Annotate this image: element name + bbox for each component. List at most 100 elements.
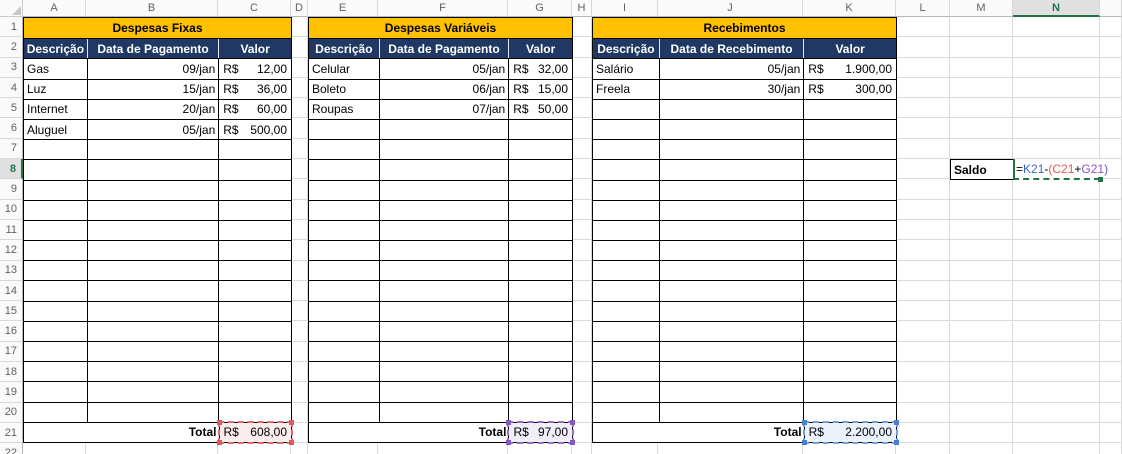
- column-header-H[interactable]: H: [572, 0, 592, 17]
- table-cell-valor[interactable]: [508, 301, 572, 321]
- table-cell-descricao[interactable]: [24, 181, 87, 200]
- cell-M6[interactable]: [950, 118, 1013, 139]
- table-cell-data[interactable]: [86, 220, 218, 241]
- cell-H18[interactable]: [572, 362, 592, 383]
- cell-B22[interactable]: [86, 443, 218, 454]
- table-cell-valor[interactable]: [508, 402, 572, 422]
- table-cell-descricao[interactable]: [309, 281, 379, 300]
- cell-D1[interactable]: [291, 17, 308, 38]
- column-header-valor[interactable]: Valor: [218, 39, 291, 59]
- cell-M20[interactable]: [950, 402, 1013, 423]
- table-cell-valor[interactable]: [803, 402, 896, 422]
- row-header-4[interactable]: 4: [0, 77, 23, 99]
- cell-J22[interactable]: [658, 443, 803, 454]
- cell-L22[interactable]: [896, 443, 950, 454]
- cell-N5[interactable]: [1013, 98, 1100, 119]
- table-cell-data[interactable]: [378, 200, 508, 220]
- cell-L8[interactable]: [896, 159, 950, 180]
- table-cell-data[interactable]: [658, 140, 804, 160]
- row-header-17[interactable]: 17: [0, 341, 23, 363]
- table-cell-data[interactable]: [658, 200, 804, 220]
- cell-M4[interactable]: [950, 77, 1013, 99]
- cell-right-4[interactable]: [1100, 77, 1122, 99]
- cell-M19[interactable]: [950, 382, 1013, 403]
- cell-A22[interactable]: [23, 443, 86, 454]
- table-cell-valor[interactable]: R$ 60,00: [218, 99, 291, 119]
- table-cell-descricao[interactable]: [593, 221, 659, 240]
- cell-right-21[interactable]: [1100, 423, 1122, 444]
- table-cell-valor[interactable]: R$ 15,00: [508, 79, 572, 99]
- column-header-K[interactable]: K: [803, 0, 896, 17]
- table-cell-descricao[interactable]: [593, 140, 659, 159]
- table-cell-valor[interactable]: [218, 382, 291, 402]
- table-cell-data[interactable]: [86, 321, 218, 341]
- table-cell-data[interactable]: [378, 362, 508, 382]
- cell-D15[interactable]: [291, 301, 308, 322]
- cell-D3[interactable]: [291, 57, 308, 78]
- table-cell-valor[interactable]: [803, 180, 896, 200]
- cell-D21[interactable]: [291, 423, 308, 444]
- row-header-12[interactable]: 12: [0, 240, 23, 261]
- column-header-I[interactable]: I: [592, 0, 658, 17]
- table-cell-descricao[interactable]: [593, 261, 659, 280]
- cell-M12[interactable]: [950, 240, 1013, 261]
- cell-right-20[interactable]: [1100, 402, 1122, 423]
- cell-D4[interactable]: [291, 77, 308, 99]
- table-cell-valor[interactable]: R$ 12,00: [218, 59, 291, 79]
- table-cell-valor[interactable]: [218, 402, 291, 422]
- column-header-descricao[interactable]: Descrição: [593, 39, 659, 59]
- table-cell-valor[interactable]: [803, 119, 896, 140]
- cell-D9[interactable]: [291, 179, 308, 200]
- row-header-8[interactable]: 8: [0, 159, 23, 180]
- table-cell-descricao[interactable]: [309, 261, 379, 280]
- cell-H4[interactable]: [572, 77, 592, 99]
- table-cell-valor[interactable]: [803, 362, 896, 382]
- table-cell-data[interactable]: [86, 382, 218, 402]
- table-cell-descricao[interactable]: [24, 241, 87, 260]
- table-cell-descricao[interactable]: [309, 181, 379, 200]
- table-cell-data[interactable]: [86, 140, 218, 160]
- cell-M7[interactable]: [950, 138, 1013, 160]
- table-cell-descricao[interactable]: [593, 160, 659, 179]
- table-cell-descricao[interactable]: [309, 140, 379, 159]
- table-cell-descricao[interactable]: [309, 342, 379, 361]
- cell-H10[interactable]: [572, 199, 592, 220]
- table-cell-data[interactable]: [86, 281, 218, 301]
- table-cell-data[interactable]: 20/jan: [86, 99, 218, 119]
- cell-N11[interactable]: [1013, 220, 1100, 241]
- table-cell-data[interactable]: [378, 180, 508, 200]
- table-cell-descricao[interactable]: [309, 362, 379, 381]
- table-cell-valor[interactable]: [218, 362, 291, 382]
- table-cell-valor[interactable]: [508, 382, 572, 402]
- row-header-21[interactable]: 21: [0, 423, 23, 444]
- cell-N6[interactable]: [1013, 118, 1100, 139]
- table-cell-data[interactable]: [378, 321, 508, 341]
- table-cell-valor[interactable]: [218, 241, 291, 261]
- column-header-C[interactable]: C: [218, 0, 291, 17]
- table-cell-valor[interactable]: [218, 281, 291, 301]
- table-cell-descricao[interactable]: [593, 281, 659, 300]
- table-cell-data[interactable]: 07/jan: [378, 99, 508, 119]
- table-total-label[interactable]: Total: [773, 425, 802, 440]
- table-cell-valor[interactable]: R$ 300,00: [803, 79, 896, 99]
- cell-N19[interactable]: [1013, 382, 1100, 403]
- row-header-16[interactable]: 16: [0, 321, 23, 342]
- row-header-9[interactable]: 9: [0, 179, 23, 200]
- table-cell-descricao[interactable]: [24, 221, 87, 240]
- table-cell-data[interactable]: [658, 261, 804, 281]
- table-cell-valor[interactable]: [508, 140, 572, 160]
- cell-N14[interactable]: [1013, 280, 1100, 302]
- table-cell-data[interactable]: [86, 342, 218, 362]
- table-cell-data[interactable]: [658, 301, 804, 321]
- table-cell-descricao[interactable]: Gas: [27, 61, 50, 76]
- table-cell-data[interactable]: 30/jan: [658, 79, 804, 99]
- table-cell-data[interactable]: [378, 241, 508, 261]
- cell-D2[interactable]: [291, 37, 308, 58]
- cell-right-2[interactable]: [1100, 37, 1122, 58]
- cell-M13[interactable]: [950, 260, 1013, 281]
- row-header-2[interactable]: 2: [0, 37, 23, 58]
- cell-H5[interactable]: [572, 98, 592, 119]
- table-cell-valor[interactable]: [218, 342, 291, 362]
- column-header-J[interactable]: J: [658, 0, 803, 17]
- column-header-valor[interactable]: Valor: [508, 39, 572, 59]
